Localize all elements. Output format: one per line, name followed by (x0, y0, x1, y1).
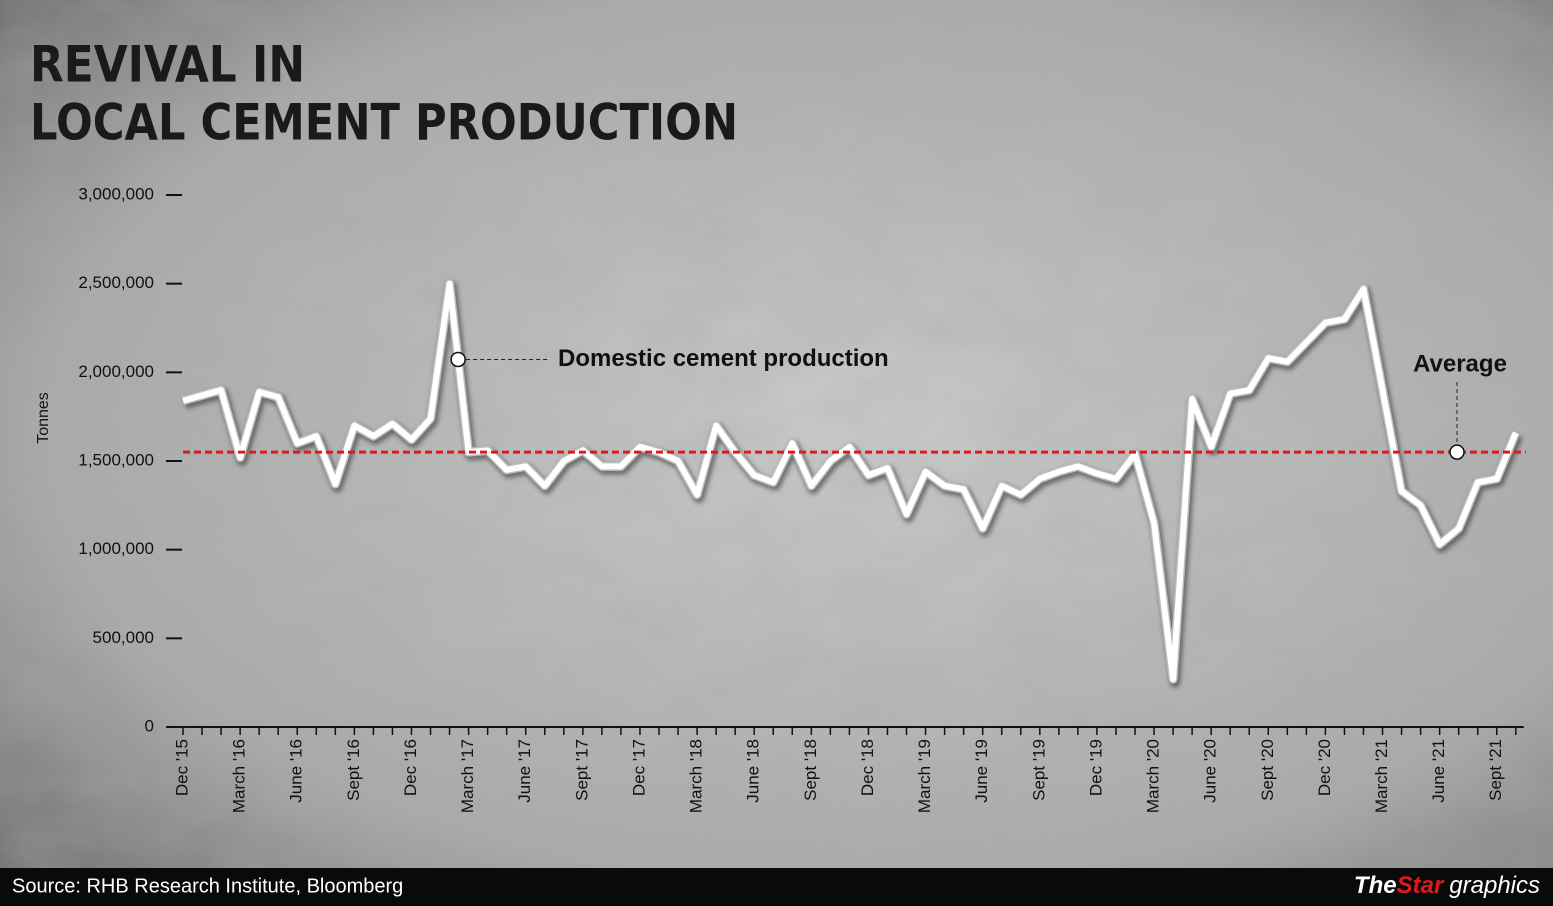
x-tick-label: Sept '17 (572, 739, 591, 801)
x-tick-label: March '20 (1144, 739, 1163, 813)
x-tick-label: March '21 (1372, 739, 1391, 813)
average-label: Average (1413, 350, 1507, 377)
x-tick-label: Sept '16 (344, 739, 363, 801)
y-tick-label: 3,000,000 (78, 184, 154, 203)
x-tick-label: March '16 (230, 739, 249, 813)
y-tick-label: 2,000,000 (78, 362, 154, 381)
x-tick-label: June '20 (1201, 739, 1220, 803)
brand-star: Star (1397, 872, 1445, 899)
title-line: LOCAL CEMENT PRODUCTION (30, 94, 738, 152)
x-tick-label: June '17 (515, 739, 534, 803)
y-tick-label: 0 (145, 716, 154, 735)
x-tick-label: March '18 (687, 739, 706, 813)
average-dot (1449, 444, 1465, 460)
y-axis-label: Tonnes (35, 392, 52, 444)
series-label: Domestic cement production (558, 345, 889, 372)
y-tick-label: 2,500,000 (78, 273, 154, 292)
brand-graphics: graphics (1449, 872, 1540, 899)
x-tick-label: Sept '18 (801, 739, 820, 801)
y-tick-label: 1,000,000 (78, 539, 154, 558)
x-tick-label: Sept '21 (1486, 739, 1505, 801)
x-tick-label: Dec '15 (172, 739, 191, 796)
y-tick-label: 500,000 (93, 628, 154, 647)
x-tick-label: June '16 (287, 739, 306, 803)
x-tick-label: Dec '16 (401, 739, 420, 796)
x-tick-label: Dec '19 (1086, 739, 1105, 796)
x-tick-label: June '19 (972, 739, 991, 803)
x-tick-label: March '19 (915, 739, 934, 813)
x-tick-label: June '21 (1429, 739, 1448, 803)
x-tick-label: Sept '19 (1029, 739, 1048, 801)
x-tick-label: March '17 (458, 739, 477, 813)
brand-the: The (1354, 872, 1397, 899)
y-tick-label: 1,500,000 (78, 450, 154, 469)
x-tick-label: Dec '17 (629, 739, 648, 796)
x-tick-label: Dec '20 (1315, 739, 1334, 796)
x-tick-label: Dec '18 (858, 739, 877, 796)
source: Source: RHB Research Institute, Bloomber… (12, 875, 403, 897)
title: REVIVAL IN LOCAL CEMENT PRODUCTION (30, 36, 738, 152)
brand: TheStar graphics (1354, 872, 1540, 899)
title-line: REVIVAL IN (30, 36, 305, 94)
line (182, 280, 1519, 683)
texture (0, 0, 1553, 868)
footer-bar (0, 868, 1553, 906)
annotation-dot (450, 351, 466, 368)
x-tick-label: Sept '20 (1258, 739, 1277, 801)
x-tick-label: June '18 (744, 739, 763, 803)
